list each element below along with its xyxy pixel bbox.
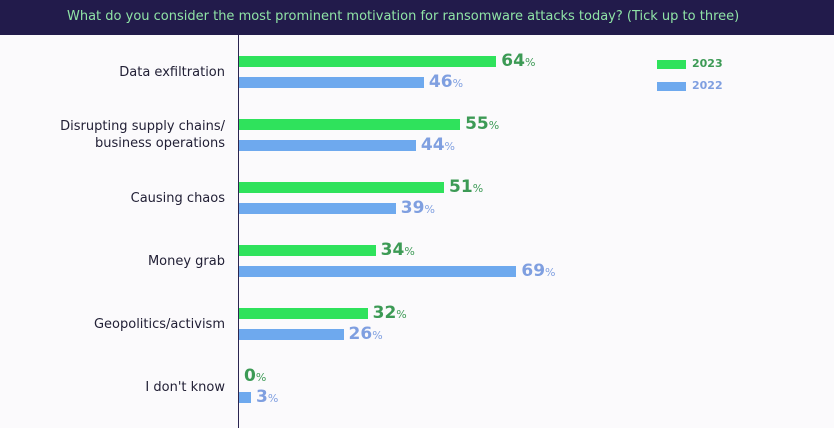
header-band [0,0,834,35]
bar-2022 [239,77,424,88]
bar-2022 [239,392,252,403]
legend-swatch-2023 [657,60,686,69]
category-label: I don't know [145,379,225,395]
bar-2023 [239,308,368,319]
bar-2022 [239,203,396,214]
legend-label-2022: 2022 [692,79,723,92]
data-label-2022: 39% [400,198,435,218]
bar-2022 [239,140,416,151]
category-label: Geopolitics/activism [93,316,225,332]
data-label-2023: 64% [501,51,536,71]
data-label-2022: 26% [348,324,383,344]
data-label-2022: 46% [428,72,464,92]
data-label-2023: 0% [244,366,267,386]
category-label: Disrupting supply chains/ business opera… [60,119,225,151]
data-label-2022: 3% [256,387,279,407]
category-label: Money grab [147,253,225,269]
legend-label-2023: 2023 [692,57,723,70]
chart-title: What do you consider the most prominent … [67,9,740,24]
data-label-2022: 44% [420,135,455,155]
y-axis-line [238,35,239,428]
data-label-2023: 51% [449,177,484,197]
data-label-2023: 34% [380,240,415,260]
data-label-2023: 32% [372,303,407,323]
legend-swatch-2022 [657,82,686,91]
bar-2022 [239,266,517,277]
bar-2023 [239,119,461,130]
bar-2023 [239,245,376,256]
data-label-2023: 55% [465,114,500,134]
category-label: Data exfiltration [119,64,225,80]
bar-2022 [239,329,344,340]
data-label-2022: 69% [521,261,556,281]
bar-2023 [239,182,445,193]
category-label: Causing chaos [130,190,225,206]
bar-2023 [239,56,497,67]
